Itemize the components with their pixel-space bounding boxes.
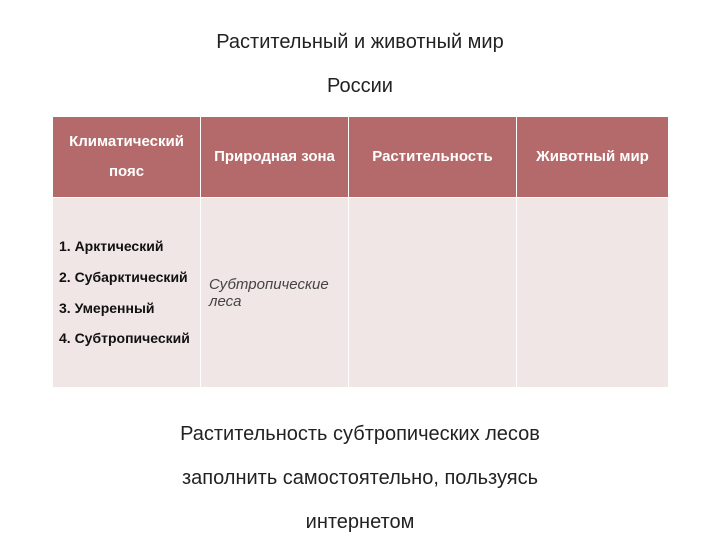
col-header-vegetation: Растительность	[349, 117, 517, 198]
footer-instruction: Растительность субтропических лесов запо…	[80, 412, 640, 544]
page-title: Растительный и животный мир России	[216, 20, 503, 108]
zone-4: 4. Субтропический	[59, 330, 190, 346]
footer-line-2: заполнить самостоятельно, пользуясь	[182, 467, 538, 489]
zone-2: 2. Субарктический	[59, 269, 188, 285]
cell-climate-zones: 1. Арктический 2. Субарктический 3. Умер…	[53, 198, 201, 388]
table-container: Климатический пояс Природная зона Растит…	[52, 116, 668, 388]
footer-line-3: интернетом	[306, 511, 415, 533]
cell-vegetation	[349, 198, 517, 388]
zone-3: 3. Умеренный	[59, 300, 155, 316]
footer-line-1: Растительность субтропических лесов	[180, 423, 540, 445]
table-row: 1. Арктический 2. Субарктический 3. Умер…	[53, 198, 669, 388]
title-line-1: Растительный и животный мир	[216, 31, 503, 53]
cell-nature-zone: Субтропические леса	[201, 198, 349, 388]
table-header-row: Климатический пояс Природная зона Растит…	[53, 117, 669, 198]
zones-table: Климатический пояс Природная зона Растит…	[52, 116, 669, 388]
zone-1: 1. Арктический	[59, 238, 163, 254]
cell-fauna	[517, 198, 669, 388]
title-line-2: России	[327, 75, 393, 97]
col-header-nature-zone: Природная зона	[201, 117, 349, 198]
col-header-fauna: Животный мир	[517, 117, 669, 198]
col-header-climate: Климатический пояс	[53, 117, 201, 198]
